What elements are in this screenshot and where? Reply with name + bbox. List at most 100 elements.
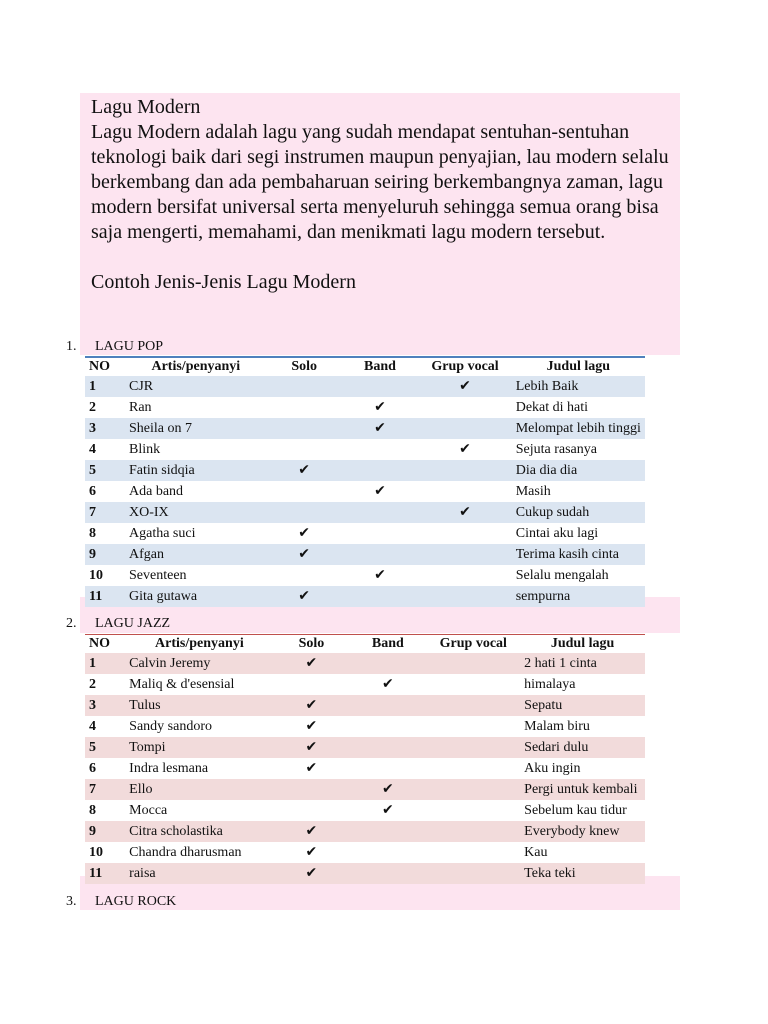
table-row: 5 Fatin sidqia ✔ Dia dia dia <box>85 460 645 481</box>
check-icon: ✔ <box>459 504 471 520</box>
artist-cell: CJR <box>129 378 154 394</box>
solo-cell <box>267 397 342 418</box>
artist-cell: Ran <box>129 399 152 415</box>
band-cell <box>342 523 419 544</box>
solo-cell <box>267 502 342 523</box>
column-header: Band <box>371 636 404 651</box>
song-title-cell: Selalu mengalah <box>515 567 609 583</box>
band-cell <box>349 758 426 779</box>
band-cell <box>342 460 419 481</box>
table-row: 11 raisa ✔ Teka teki <box>85 863 645 884</box>
section-number: 3. <box>66 894 77 909</box>
highlight-band <box>80 876 680 910</box>
row-number: 7 <box>89 504 96 520</box>
intro-section: Lagu Modern Lagu Modern adalah lagu yang… <box>91 95 681 295</box>
section-heading-pop: 1. LAGU POP <box>66 339 163 355</box>
band-cell <box>342 376 419 397</box>
column-header: Judul lagu <box>546 359 611 374</box>
table-row: 10 Chandra dharusman ✔ Kau <box>85 842 645 863</box>
row-number: 7 <box>89 781 96 797</box>
row-number: 9 <box>89 823 96 839</box>
solo-cell: ✔ <box>267 460 342 481</box>
band-cell <box>349 863 426 884</box>
song-title-cell: Cintai aku lagi <box>515 525 599 541</box>
artist-cell: Ello <box>129 781 153 797</box>
column-header: Artis/penyanyi <box>155 636 244 651</box>
grup-vocal-cell <box>418 544 511 565</box>
artist-cell: Fatin sidqia <box>129 462 195 478</box>
song-title-cell: Sebelum kau tidur <box>524 802 627 818</box>
song-title-cell: Dia dia dia <box>515 462 578 478</box>
check-icon: ✔ <box>374 420 386 436</box>
solo-cell <box>267 481 342 502</box>
solo-cell <box>267 439 342 460</box>
table-row: 1 CJR ✔ Lebih Baik <box>85 376 645 397</box>
grup-vocal-cell <box>418 481 511 502</box>
band-cell <box>349 821 426 842</box>
band-cell: ✔ <box>342 397 419 418</box>
row-number: 1 <box>89 378 96 394</box>
song-title-cell: himalaya <box>524 676 576 692</box>
check-icon: ✔ <box>305 844 318 860</box>
row-number: 1 <box>89 655 96 671</box>
song-title-cell: sempurna <box>515 588 571 604</box>
artist-cell: Tulus <box>129 697 161 713</box>
section-title: LAGU POP <box>95 339 164 354</box>
table-row: 7 XO-IX ✔ Cukup sudah <box>85 502 645 523</box>
table-row: 8 Mocca ✔ Sebelum kau tidur <box>85 800 645 821</box>
solo-cell: ✔ <box>274 695 350 716</box>
song-title-cell: Dekat di hati <box>515 399 589 415</box>
table-row: 11 Gita gutawa ✔ sempurna <box>85 586 645 607</box>
artist-cell: Sandy sandoro <box>129 718 212 734</box>
row-number: 10 <box>89 844 103 860</box>
check-icon: ✔ <box>374 399 386 415</box>
solo-cell: ✔ <box>274 863 350 884</box>
table-row: 1 Calvin Jeremy ✔ 2 hati 1 cinta <box>85 653 645 674</box>
column-header: Grup vocal <box>439 636 507 651</box>
check-icon: ✔ <box>381 781 394 797</box>
grup-vocal-cell <box>426 653 520 674</box>
solo-cell: ✔ <box>274 653 350 674</box>
table-row: 10 Seventeen ✔ Selalu mengalah <box>85 565 645 586</box>
song-title-cell: Pergi untuk kembali <box>524 781 638 797</box>
song-title-cell: Lebih Baik <box>515 378 579 394</box>
table-row: 3 Tulus ✔ Sepatu <box>85 695 645 716</box>
song-title-cell: Everybody knew <box>524 823 620 839</box>
section-heading-jazz: 2. LAGU JAZZ <box>66 616 170 632</box>
table-row: 4 Sandy sandoro ✔ Malam biru <box>85 716 645 737</box>
grup-vocal-cell <box>426 758 520 779</box>
row-number: 8 <box>89 802 96 818</box>
check-icon: ✔ <box>381 676 394 692</box>
solo-cell <box>274 674 350 695</box>
artist-cell: Chandra dharusman <box>129 844 242 860</box>
row-number: 6 <box>89 760 96 776</box>
band-cell <box>349 653 426 674</box>
row-number: 4 <box>89 718 96 734</box>
grup-vocal-cell <box>426 800 520 821</box>
grup-vocal-cell <box>418 418 511 439</box>
solo-cell: ✔ <box>274 737 350 758</box>
header-row: NO Artis/penyanyi Solo Band Grup vocal Judul … <box>85 357 645 376</box>
solo-cell: ✔ <box>267 586 342 607</box>
section-title: LAGU ROCK <box>95 894 177 909</box>
check-icon: ✔ <box>298 525 311 541</box>
band-cell <box>349 695 426 716</box>
table-row: 9 Citra scholastika ✔ Everybody knew <box>85 821 645 842</box>
solo-cell <box>274 800 350 821</box>
row-number: 3 <box>89 420 96 436</box>
song-title-cell: Masih <box>515 483 551 499</box>
artist-cell: Citra scholastika <box>129 823 223 839</box>
row-number: 10 <box>89 567 103 583</box>
grup-vocal-cell <box>426 695 520 716</box>
table-row: 6 Indra lesmana ✔ Aku ingin <box>85 758 645 779</box>
band-cell <box>342 502 419 523</box>
grup-vocal-cell <box>426 842 520 863</box>
section-heading-rock: 3. LAGU ROCK <box>66 894 176 910</box>
check-icon: ✔ <box>381 802 394 818</box>
header-row: NO Artis/penyanyi Solo Band Grup vocal Judul … <box>85 635 645 654</box>
check-icon: ✔ <box>305 697 318 713</box>
check-icon: ✔ <box>305 739 318 755</box>
artist-cell: Calvin Jeremy <box>129 655 211 671</box>
band-cell: ✔ <box>342 565 419 586</box>
row-number: 9 <box>89 546 96 562</box>
